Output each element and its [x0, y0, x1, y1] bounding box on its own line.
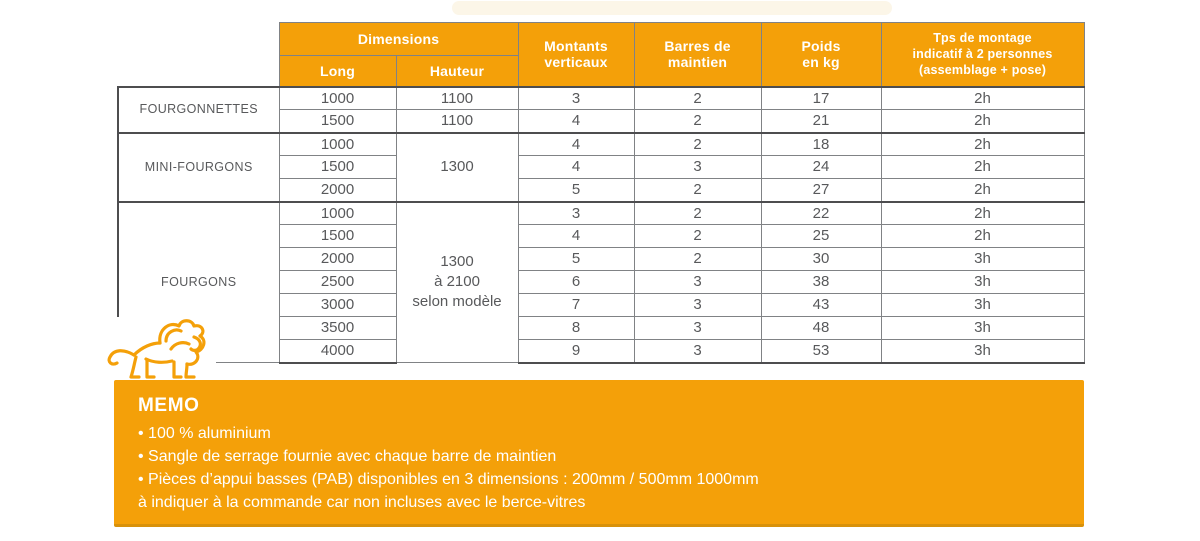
group-label-mini-fourgons: MINI-FOURGONS: [117, 131, 280, 202]
table-row: 3000 7 3 43 3h: [118, 293, 1085, 317]
cell-poids: 38: [760, 270, 882, 294]
cell-montants: 6: [517, 270, 635, 294]
col-header-hauteur: Hauteur: [395, 55, 519, 87]
cell-montants: 5: [517, 247, 635, 271]
cell-poids: 17: [760, 85, 882, 110]
cell-montants: 3: [517, 85, 635, 110]
table-row: MINI-FOURGONS 1000 1300 4 2 18 2h: [117, 131, 1085, 202]
cell-tps: 2h: [880, 155, 1085, 179]
cell-long: 4000: [278, 339, 397, 364]
cell-long: 1000: [278, 200, 397, 225]
col-header-tps-de-montage: Tps de montage indicatif à 2 personnes (…: [880, 22, 1085, 87]
cell-tps: 2h: [880, 178, 1085, 202]
cell-tps: 2h: [880, 109, 1085, 133]
cell-tps: 3h: [880, 247, 1085, 271]
cell-long: 3000: [278, 293, 397, 317]
cell-long: 3500: [278, 316, 397, 340]
cell-hauteur-merged: 1300: [395, 131, 519, 202]
memo-line: • Sangle de serrage fournie avec chaque …: [138, 448, 557, 465]
cell-tps: 3h: [880, 270, 1085, 294]
cell-poids: 30: [760, 247, 882, 271]
memo-line: à indiquer à la commande car non incluse…: [138, 494, 586, 511]
cell-long: 2000: [278, 178, 397, 202]
cell-montants: 4: [517, 131, 635, 156]
cell-poids: 18: [760, 131, 882, 156]
cell-barres: 2: [633, 109, 762, 133]
cell-poids: 43: [760, 293, 882, 317]
cell-poids: 25: [760, 224, 882, 248]
header-row-1: Dimensions Montants verticaux Barres de …: [118, 22, 1085, 87]
col-header-montants-verticaux: Montants verticaux: [517, 22, 635, 87]
cell-barres: 2: [633, 200, 762, 225]
cell-montants: 7: [517, 293, 635, 317]
cell-long: 1000: [278, 85, 397, 110]
cell-barres: 2: [633, 178, 762, 202]
memo-line: • Pièces d’appui basses (PAB) disponible…: [138, 471, 759, 488]
cell-poids: 22: [760, 200, 882, 225]
cell-tps: 3h: [880, 316, 1085, 340]
cell-montants: 8: [517, 316, 635, 340]
cell-montants: 4: [517, 109, 635, 133]
table-row: 1500 4 3 24 2h: [118, 155, 1085, 179]
memo-title: MEMO: [138, 395, 200, 416]
cell-barres: 3: [633, 270, 762, 294]
cell-montants: 3: [517, 200, 635, 225]
header-blank-cell: [118, 22, 279, 87]
cell-barres: 2: [633, 131, 762, 156]
header-row-2: Long Hauteur: [118, 55, 1084, 87]
col-header-dimensions: Dimensions: [278, 22, 519, 56]
cell-montants: 4: [517, 224, 635, 248]
cell-long: 1500: [278, 224, 397, 248]
cell-montants: 5: [517, 178, 635, 202]
lion-icon: [104, 317, 216, 379]
cell-long: 2500: [278, 270, 397, 294]
cell-hauteur-merged: 1300 à 2100 selon modèle: [395, 200, 519, 363]
cell-long: 2000: [278, 247, 397, 271]
table-row: 1500 1100 4 2 21 2h: [118, 109, 1085, 133]
col-header-long: Long: [278, 55, 397, 87]
cell-barres: 2: [633, 85, 762, 110]
table-row: 2500 6 3 38 3h: [118, 270, 1085, 294]
spec-table: Dimensions Montants verticaux Barres de …: [117, 22, 1085, 364]
cell-barres: 3: [633, 155, 762, 179]
cell-long: 1500: [278, 155, 397, 179]
table-row: FOURGONNETTES 1000 1100 3 2 17 2h: [117, 85, 1085, 133]
memo-line: • 100 % aluminium: [138, 425, 271, 442]
cell-tps: 3h: [880, 339, 1085, 364]
cell-barres: 3: [633, 293, 762, 317]
cell-tps: 2h: [880, 200, 1085, 225]
top-ghost-band: [452, 1, 892, 15]
cell-poids: 53: [760, 339, 882, 364]
cell-montants: 4: [517, 155, 635, 179]
cell-montants: 9: [517, 339, 635, 364]
cell-poids: 27: [760, 178, 882, 202]
cell-tps: 2h: [880, 85, 1085, 110]
cell-tps: 3h: [880, 293, 1085, 317]
col-header-poids-en-kg: Poids en kg: [760, 22, 882, 87]
cell-barres: 2: [633, 247, 762, 271]
cell-barres: 2: [633, 224, 762, 248]
cell-poids: 24: [760, 155, 882, 179]
table-row: FOURGONS 1000 1300 à 2100 selon modèle 3…: [117, 200, 1085, 363]
col-header-barres-de-maintien: Barres de maintien: [633, 22, 762, 87]
group-label-fourgonnettes: FOURGONNETTES: [117, 85, 280, 133]
cell-tps: 2h: [880, 131, 1085, 156]
cell-poids: 21: [760, 109, 882, 133]
table-row: 4000 9 3 53 3h: [118, 339, 1085, 364]
memo-box: MEMO • 100 % aluminium • Sangle de serra…: [114, 380, 1084, 527]
cell-long: 1500: [278, 109, 397, 133]
cell-tps: 2h: [880, 224, 1085, 248]
cell-barres: 3: [633, 339, 762, 364]
table-row: 3500 8 3 48 3h: [118, 316, 1085, 340]
cell-hauteur: 1100: [395, 109, 519, 133]
cell-long: 1000: [278, 131, 397, 156]
cell-barres: 3: [633, 316, 762, 340]
cell-hauteur: 1100: [395, 85, 519, 110]
cell-poids: 48: [760, 316, 882, 340]
